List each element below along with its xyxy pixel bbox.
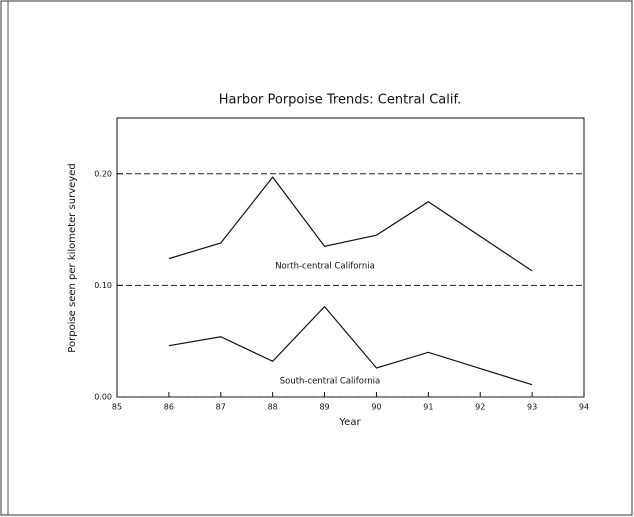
chart-title: Harbor Porpoise Trends: Central Calif. bbox=[219, 93, 462, 108]
x-tick-label: 89 bbox=[319, 403, 329, 412]
x-tick-label: 94 bbox=[579, 403, 589, 412]
x-tick-label: 85 bbox=[112, 403, 122, 412]
y-tick-label: 0.20 bbox=[94, 169, 112, 178]
x-tick-label: 88 bbox=[268, 403, 278, 412]
series-line bbox=[168, 305, 533, 386]
y-axis-label: Porpoise seen per kilometer surveyed bbox=[67, 163, 78, 352]
x-tick-label: 86 bbox=[164, 403, 174, 412]
plot-frame bbox=[116, 117, 585, 398]
x-tick-label: 90 bbox=[371, 403, 381, 412]
series-line bbox=[168, 176, 533, 272]
y-tick-label: 0.10 bbox=[94, 281, 112, 290]
x-axis-label: Year bbox=[338, 417, 361, 428]
x-tick-label: 93 bbox=[527, 403, 537, 412]
series-label: North-central California bbox=[275, 262, 375, 272]
series-label: South-central California bbox=[280, 377, 381, 387]
y-tick-label: 0.00 bbox=[94, 393, 112, 402]
x-tick-label: 91 bbox=[423, 403, 433, 412]
x-tick-label: 87 bbox=[216, 403, 226, 412]
x-tick-label: 92 bbox=[475, 403, 485, 412]
